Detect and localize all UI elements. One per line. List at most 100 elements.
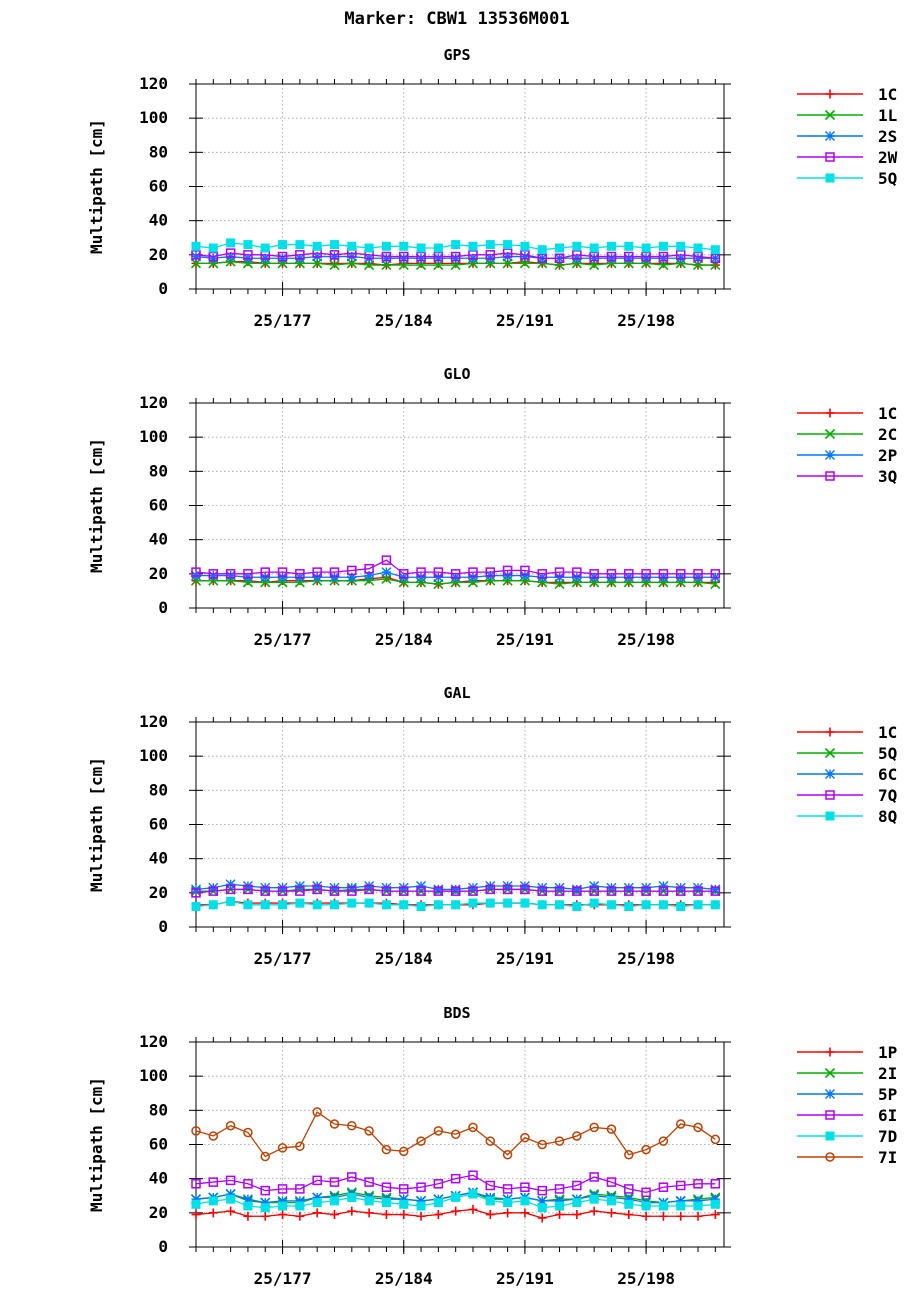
bds-data-point	[398, 1184, 409, 1194]
gps-grid	[196, 84, 724, 289]
bds-legend-entry: 7I	[797, 1148, 897, 1167]
bds-legend-marker	[825, 1089, 835, 1099]
gps-data-point	[693, 251, 703, 262]
gal-ytick-label: 40	[149, 849, 168, 868]
bds-data-point	[520, 1196, 530, 1206]
gal-legend-entry: 5Q	[797, 744, 897, 763]
gal-legend-entry: 1C	[797, 723, 897, 742]
glo-data-point	[467, 572, 478, 583]
bds-data-point	[710, 1199, 720, 1209]
bds-legend-entry: 1P	[797, 1043, 897, 1062]
bds-panel-title: BDS	[443, 1004, 470, 1022]
bds-data-point	[641, 1211, 651, 1221]
gal-grid	[196, 722, 724, 927]
gal-data-point	[624, 902, 634, 911]
bds-data-point	[398, 1194, 409, 1205]
gps-data-point	[381, 253, 392, 264]
gps-data-point	[450, 251, 461, 262]
gps-data-point	[329, 251, 340, 262]
gps-legend-label: 2W	[878, 148, 898, 167]
bds-legend-label: 5P	[878, 1085, 897, 1104]
gal-data-point	[468, 886, 478, 896]
bds-data-point	[658, 1201, 668, 1211]
gps-data-point	[693, 243, 703, 253]
gps-data-point	[277, 251, 288, 262]
bds-data-point	[225, 1175, 236, 1186]
bds-data-point	[485, 1196, 495, 1206]
gal-data-point	[191, 888, 201, 898]
bds-data-point	[624, 1150, 634, 1160]
gal-legend-label: 1C	[878, 723, 897, 742]
bds-data-point	[485, 1210, 495, 1220]
bds-data-point	[485, 1136, 496, 1146]
gal-data-point	[381, 900, 391, 910]
bds-data-point	[658, 1211, 668, 1221]
glo-ytick-label: 100	[139, 427, 168, 446]
gps-data-point	[676, 241, 686, 251]
gal-data-point	[260, 886, 270, 896]
panel-gal: GAL 0 20 40 60 80 100 120 25/177 25/184 25/191 25/1…	[87, 684, 897, 968]
bds-data-point	[572, 1198, 582, 1208]
bds-ytick-label: 100	[139, 1066, 168, 1085]
bds-data-point	[364, 1208, 374, 1218]
glo-data-point	[502, 565, 513, 576]
bds-ylabel: Multipath [cm]	[87, 1077, 106, 1212]
panel-gps: GPS 0 20 40 60 80 100 120 25/177 25/184 25/191 25/1…	[87, 46, 898, 330]
bds-data-point	[277, 1184, 288, 1194]
bds-data-point	[572, 1131, 582, 1141]
glo-panel-title: GLO	[443, 365, 470, 383]
bds-data-point	[676, 1211, 686, 1221]
gal-data-point	[312, 900, 322, 910]
bds-data-point	[589, 1194, 599, 1204]
bds-xtick-label: 25/198	[617, 1269, 675, 1288]
bds-data-point	[502, 1150, 513, 1160]
gps-data-point	[277, 253, 288, 264]
gps-data-point	[243, 250, 253, 260]
bds-data-point	[191, 1126, 201, 1136]
bds-data-point	[347, 1172, 357, 1182]
gal-series-8q	[191, 896, 720, 911]
gal-xtick-label: 25/198	[617, 949, 675, 968]
glo-data-point	[346, 572, 357, 583]
bds-data-point	[572, 1180, 582, 1191]
bds-data-point	[537, 1185, 547, 1196]
bds-data-point	[658, 1136, 669, 1146]
glo-data-point	[364, 570, 375, 581]
glo-data-point	[537, 569, 547, 579]
gal-data-point	[572, 902, 582, 911]
bds-data-point	[260, 1211, 270, 1221]
glo-xtick-label: 25/191	[496, 630, 554, 649]
gal-data-point	[658, 881, 669, 891]
gps-data-point	[191, 251, 201, 262]
gal-series-line	[195, 888, 716, 894]
gal-data-point	[278, 900, 288, 910]
gps-data-point	[208, 243, 218, 253]
gps-ytick-label: 20	[149, 245, 168, 264]
glo-data-point	[243, 569, 253, 579]
bds-data-point	[225, 1189, 236, 1200]
gal-data-point	[381, 886, 392, 896]
bds-data-point	[312, 1107, 322, 1117]
gal-data-point	[641, 886, 651, 896]
bds-data-point	[260, 1203, 270, 1213]
gps-data-point	[295, 240, 305, 250]
gps-data-point	[329, 250, 340, 260]
glo-data-point	[277, 572, 288, 583]
bds-data-point	[243, 1201, 253, 1211]
bds-data-point	[675, 1119, 686, 1129]
bds-data-point	[693, 1211, 703, 1221]
gps-data-point	[398, 251, 409, 262]
glo-ytick-label: 60	[149, 496, 168, 515]
bds-data-point	[191, 1194, 201, 1205]
gps-data-point	[572, 250, 582, 260]
bds-data-point	[450, 1173, 461, 1184]
glo-data-point	[398, 569, 409, 579]
gal-data-point	[658, 900, 668, 910]
gps-xtick-label: 25/177	[254, 311, 312, 330]
bds-data-point	[451, 1192, 461, 1202]
gps-series-5q	[191, 238, 720, 255]
gal-data-point	[520, 898, 530, 908]
bds-legend-label: 6I	[878, 1106, 897, 1125]
gal-legend-label: 7Q	[878, 786, 897, 805]
gal-data-point	[243, 884, 253, 895]
